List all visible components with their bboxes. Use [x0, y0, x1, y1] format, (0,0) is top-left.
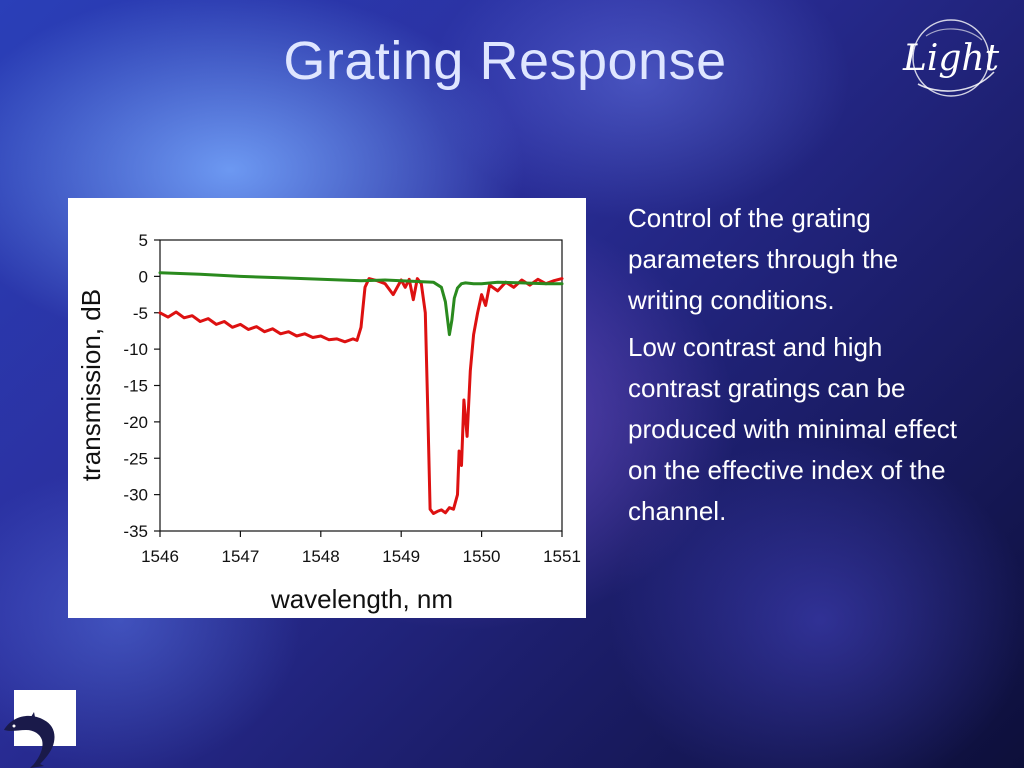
x-tick-label-2: 1548	[302, 547, 340, 566]
paragraph-1: Control of the grating parameters throug…	[628, 203, 899, 315]
y-tick-label-6: -25	[123, 449, 148, 468]
dolphin-icon	[4, 690, 76, 768]
y-tick-label-7: -30	[123, 486, 148, 505]
y-tick-label-0: 5	[139, 231, 148, 250]
series-line-1	[158, 271, 564, 337]
series-line-0	[158, 277, 564, 515]
body-text: Control of the grating parameters throug…	[628, 198, 968, 538]
x-tick-label-1: 1547	[221, 547, 259, 566]
x-tick-label-4: 1550	[463, 547, 501, 566]
y-tick-label-1: 0	[139, 267, 148, 286]
y-tick-label-4: -15	[123, 377, 148, 396]
chart-ticks: 1546 1547 1548 1549 1550 1551 5 0 -5 -10 -15 -20 -25…	[123, 231, 580, 566]
logo-text: Light	[902, 38, 1000, 79]
y-tick-label-8: -35	[123, 522, 148, 541]
light-logo: Light	[902, 19, 1000, 97]
x-tick-label-0: 1546	[141, 547, 179, 566]
transmission-chart: 1546 1547 1548 1549 1550 1551 5 0 -5 -10 -15 -20 -25…	[76, 231, 581, 614]
x-tick-label-5: 1551	[543, 547, 581, 566]
chart-series	[158, 271, 564, 515]
paragraph-2: Low contrast and high contrast gratings …	[628, 332, 958, 526]
chart-panel: 1546 1547 1548 1549 1550 1551 5 0 -5 -10 -15 -20 -25…	[68, 198, 586, 618]
x-tick-label-3: 1549	[382, 547, 420, 566]
x-axis-label: wavelength, nm	[270, 584, 453, 614]
slide-title: Grating Response	[283, 31, 727, 91]
y-axis-label: transmission, dB	[76, 289, 106, 481]
y-tick-label-3: -10	[123, 340, 148, 359]
y-tick-label-5: -20	[123, 413, 148, 432]
y-tick-label-2: -5	[133, 304, 148, 323]
